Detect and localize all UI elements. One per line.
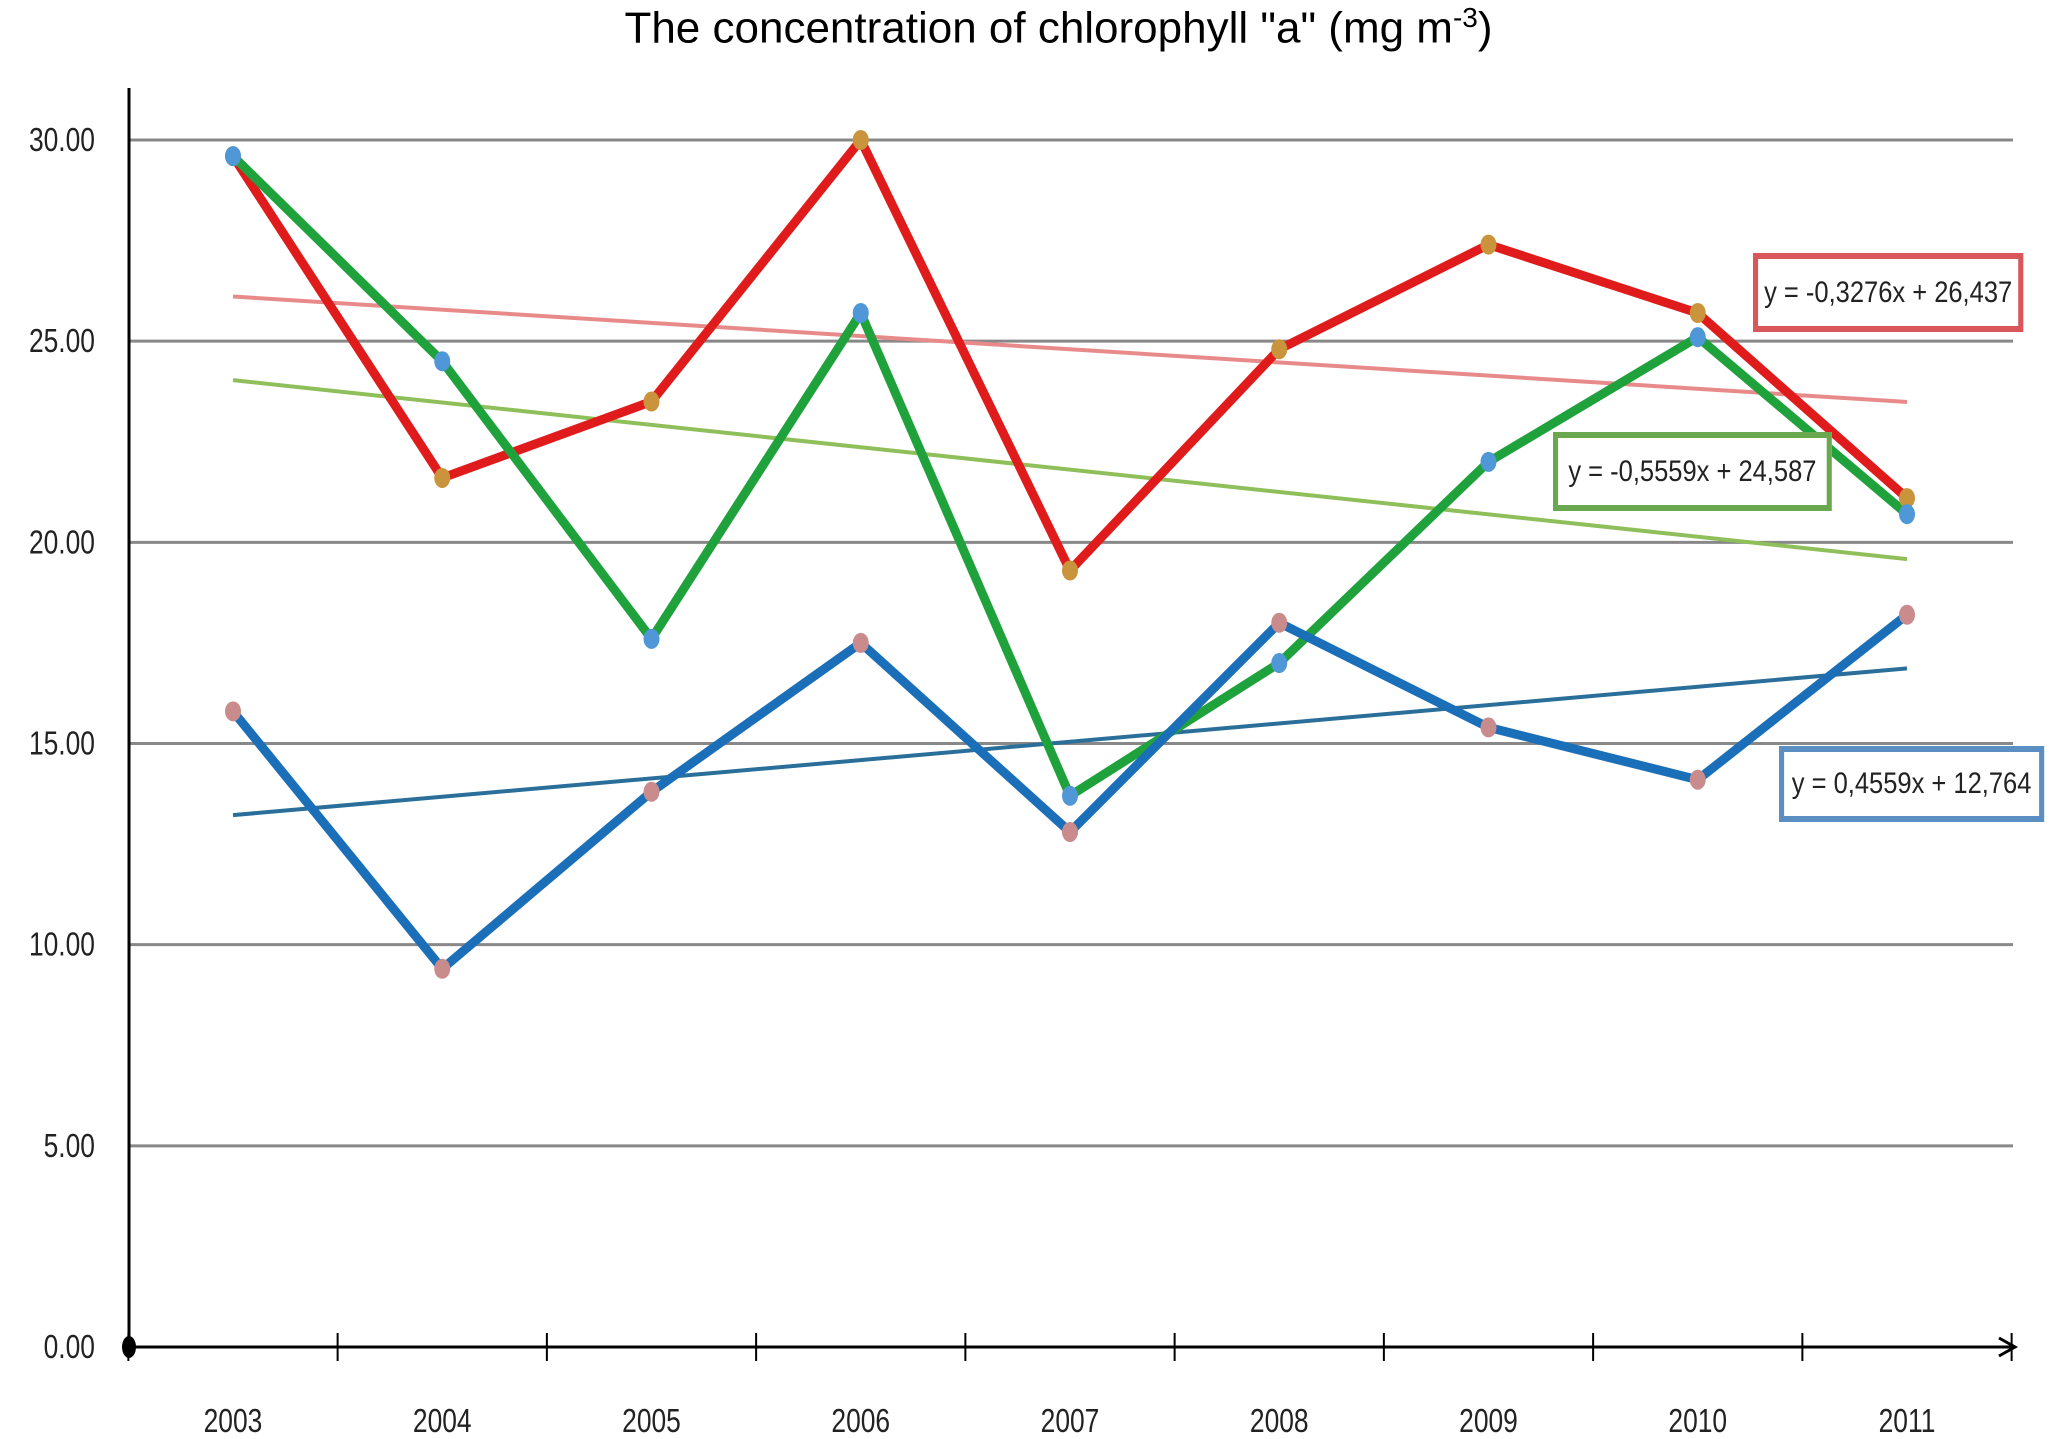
y-tick-label: 25.00 — [29, 323, 95, 359]
y-tick-label: 10.00 — [29, 927, 95, 963]
x-tick-label: 2008 — [1250, 1403, 1309, 1439]
title-superscript: -3 — [1452, 2, 1478, 33]
data-point — [643, 391, 660, 412]
x-tick-label: 2009 — [1459, 1403, 1518, 1439]
trendline — [232, 378, 1908, 562]
data-point — [1271, 339, 1288, 360]
chart-title: The concentration of chlorophyll "a" (mg… — [0, 2, 2067, 54]
y-tick-label: 5.00 — [44, 1128, 95, 1164]
y-tick-label: 30.00 — [29, 122, 95, 158]
data-point — [1689, 769, 1706, 790]
data-point — [852, 632, 869, 653]
title-text: The concentration of chlorophyll "a" (mg… — [624, 3, 1453, 53]
trendline — [232, 666, 1908, 818]
trendline — [232, 294, 1908, 404]
title-close: ) — [1477, 3, 1493, 53]
x-tick-label: 2004 — [413, 1403, 472, 1439]
data-point — [852, 303, 869, 324]
x-tick-label: 2003 — [204, 1403, 263, 1439]
x-tick-label: 2010 — [1668, 1403, 1727, 1439]
y-tick-label: 20.00 — [29, 525, 95, 561]
trendline-equation-label: y = 0,4559x + 12,764 — [1779, 746, 2045, 822]
data-point — [225, 146, 241, 167]
x-axis-arrow — [1998, 1336, 2019, 1358]
x-tick-label: 2011 — [1879, 1403, 1936, 1439]
data-point — [434, 467, 451, 488]
x-tick-label: 2006 — [831, 1403, 890, 1439]
data-point — [852, 130, 869, 150]
data-point — [643, 781, 660, 802]
data-point — [434, 958, 451, 979]
data-point — [225, 701, 241, 722]
trendline-equation-label: y = -0,3276x + 26,437 — [1753, 253, 2024, 332]
data-point — [1271, 612, 1288, 633]
data-point — [1899, 504, 1915, 525]
data-point — [1480, 717, 1497, 738]
trendline-equation-label: y = -0,5559x + 24,587 — [1553, 432, 1832, 511]
data-point — [1062, 560, 1078, 581]
data-point — [434, 351, 451, 372]
data-point — [1899, 604, 1915, 625]
x-tick-label: 2005 — [622, 1403, 681, 1439]
data-point — [1062, 785, 1078, 806]
data-point — [1062, 822, 1078, 843]
data-point — [1899, 488, 1915, 509]
data-point — [1480, 234, 1497, 255]
data-point — [1689, 327, 1706, 348]
y-tick-label: 15.00 — [29, 726, 95, 762]
data-point — [1271, 653, 1288, 674]
y-tick-label: 0.00 — [44, 1329, 95, 1365]
x-tick-label: 2007 — [1041, 1403, 1100, 1439]
data-point — [1480, 451, 1497, 472]
data-point — [1689, 303, 1706, 324]
data-point — [643, 628, 660, 649]
